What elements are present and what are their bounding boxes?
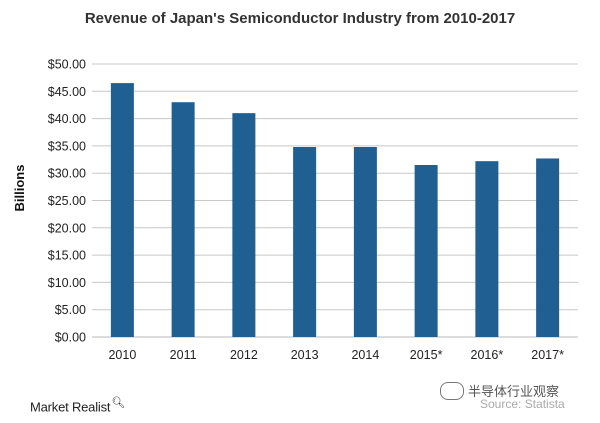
- y-tick-label: $40.00: [48, 112, 86, 126]
- x-axis-ticks: 2010 2011 2012 2013 2014 2015* 2016* 2017*: [108, 348, 564, 362]
- x-tick-label: 2015*: [410, 348, 443, 362]
- grid-lines: [92, 63, 578, 338]
- x-tick-label: 2014: [351, 348, 379, 362]
- chart-title: Revenue of Japan's Semiconductor Industr…: [84, 10, 516, 27]
- source-note: Source: Statista: [480, 397, 565, 411]
- x-tick-label: 2013: [291, 348, 319, 362]
- y-tick-label: $20.00: [48, 221, 86, 235]
- x-tick-label: 2017*: [531, 348, 564, 362]
- y-tick-label: $30.00: [48, 167, 86, 181]
- bar-2015: [414, 165, 438, 337]
- x-tick-label: 2012: [230, 348, 258, 362]
- wechat-icon: [440, 381, 464, 400]
- bar-2016: [475, 161, 499, 337]
- bar-2017: [536, 158, 560, 337]
- x-tick-label: 2016*: [471, 348, 504, 362]
- y-tick-label: $45.00: [48, 85, 86, 99]
- bar-2011: [171, 102, 195, 337]
- x-tick-label: 2010: [108, 348, 136, 362]
- brand-name: Market Realist: [30, 399, 111, 415]
- bar-2012: [232, 113, 256, 337]
- y-tick-label: $50.00: [48, 58, 86, 72]
- bar-2010: [110, 83, 134, 337]
- y-axis-ticks: $0.00 $5.00 $10.00 $15.00 $20.00 $25.00 $30.00…: [48, 58, 86, 345]
- magnifier-icon: 🔍︎: [111, 397, 126, 409]
- y-tick-label: $10.00: [48, 276, 86, 290]
- watermark: 半导体行业观察: [440, 381, 559, 400]
- y-tick-label: $15.00: [48, 249, 86, 263]
- watermark-text: 半导体行业观察: [468, 384, 560, 399]
- y-axis-label: Billions: [12, 165, 27, 212]
- brand-logo: Market Realist🔍︎: [30, 396, 125, 414]
- y-tick-label: $25.00: [48, 194, 86, 208]
- bar-2014: [353, 146, 377, 337]
- y-tick-label: $0.00: [55, 331, 86, 345]
- bars: [110, 83, 560, 337]
- bar-2013: [293, 146, 317, 337]
- y-tick-label: $35.00: [48, 139, 86, 153]
- x-tick-label: 2011: [170, 348, 197, 362]
- y-tick-label: $5.00: [55, 303, 86, 317]
